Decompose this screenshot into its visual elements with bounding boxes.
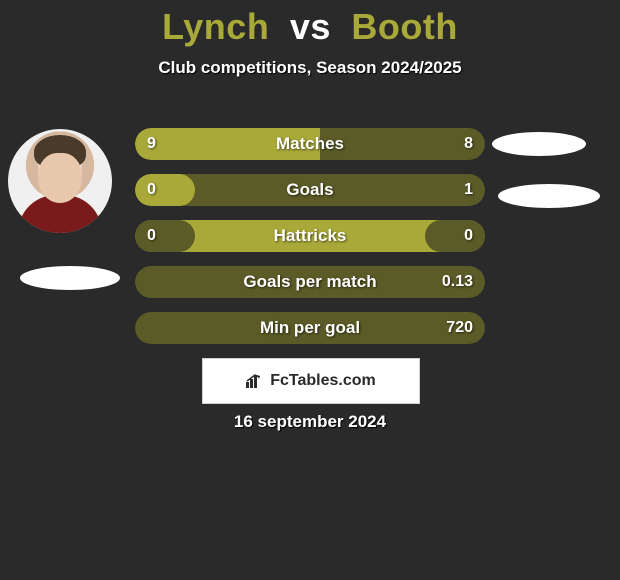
stat-value-right: 720	[446, 312, 473, 344]
bar-chart-icon	[246, 374, 264, 388]
stat-value-right: 1	[464, 174, 473, 206]
stat-value-left: 0	[147, 174, 156, 206]
attribution-box: FcTables.com	[202, 358, 420, 404]
page-title: Lynch vs Booth	[0, 6, 620, 48]
stat-row: Min per goal720	[135, 312, 485, 344]
stat-row: Goals0 1	[135, 174, 485, 206]
player2-club-badge-2	[498, 184, 600, 208]
stat-row: Hattricks0 0	[135, 220, 485, 252]
stat-value-right: 0	[464, 220, 473, 252]
date-label: 16 september 2024	[0, 412, 620, 432]
stat-label: Hattricks	[135, 220, 485, 252]
stat-value-right: 0.13	[442, 266, 473, 298]
attribution-text: FcTables.com	[270, 372, 376, 390]
stat-label: Min per goal	[135, 312, 485, 344]
stat-value-right: 8	[464, 128, 473, 160]
stat-label: Goals	[135, 174, 485, 206]
stat-label: Goals per match	[135, 266, 485, 298]
player1-avatar	[8, 129, 112, 233]
player1-name: Lynch	[162, 6, 269, 47]
stat-value-left: 9	[147, 128, 156, 160]
stat-value-left: 0	[147, 220, 156, 252]
stats-bars: Matches98Goals01Hattricks00Goals per mat…	[135, 128, 485, 358]
stat-row: Matches9 8	[135, 128, 485, 160]
player2-name: Booth	[351, 6, 457, 47]
player1-club-badge	[20, 266, 120, 290]
vs-label: vs	[290, 6, 331, 47]
stat-label: Matches	[135, 128, 485, 160]
stat-row: Goals per match0.13	[135, 266, 485, 298]
comparison-card: Lynch vs Booth Club competitions, Season…	[0, 6, 620, 580]
player2-club-badge-1	[492, 132, 586, 156]
subtitle: Club competitions, Season 2024/2025	[0, 58, 620, 78]
